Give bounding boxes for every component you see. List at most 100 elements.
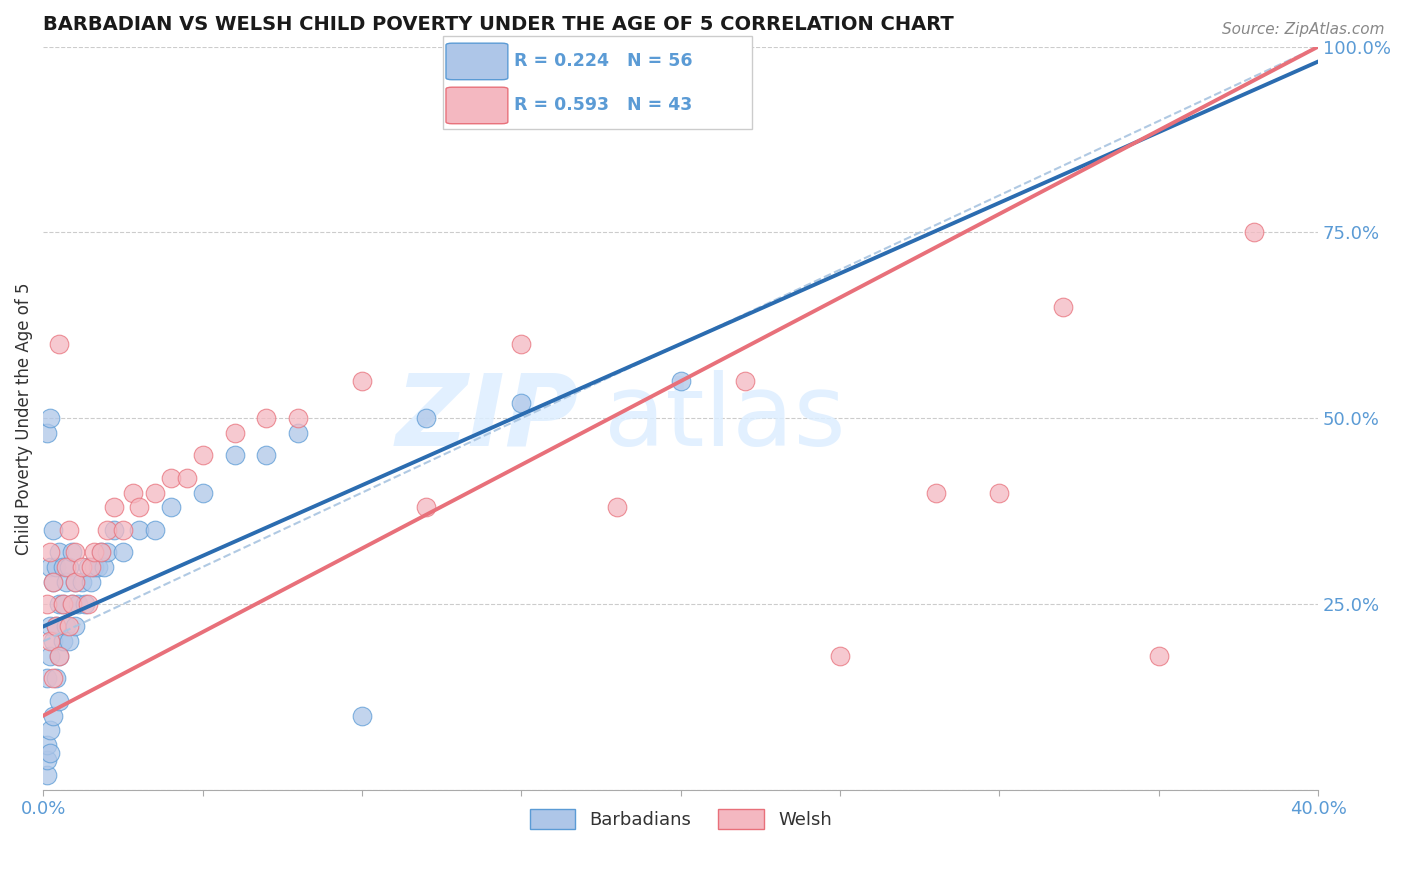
FancyBboxPatch shape	[443, 36, 752, 129]
Point	[73, 597, 96, 611]
Point	[45, 672, 67, 686]
Point	[1243, 226, 1265, 240]
Point	[48, 649, 70, 664]
Point	[51, 560, 73, 574]
Point	[51, 597, 73, 611]
Point	[35, 753, 58, 767]
Point	[83, 545, 105, 559]
Point	[96, 523, 118, 537]
Point	[60, 597, 83, 611]
Point	[160, 471, 183, 485]
Point	[256, 449, 278, 463]
Point	[35, 426, 58, 441]
Point	[1147, 649, 1170, 664]
Point	[55, 574, 77, 589]
Point	[35, 672, 58, 686]
Point	[77, 560, 100, 574]
Point	[65, 619, 87, 633]
Point	[60, 545, 83, 559]
Y-axis label: Child Poverty Under the Age of 5: Child Poverty Under the Age of 5	[15, 282, 32, 555]
Point	[121, 485, 143, 500]
Point	[80, 574, 103, 589]
Point	[48, 337, 70, 351]
Point	[510, 337, 533, 351]
Point	[988, 485, 1011, 500]
Legend: Barbadians, Welsh: Barbadians, Welsh	[523, 801, 839, 837]
Point	[35, 768, 58, 782]
Point	[51, 634, 73, 648]
Point	[93, 560, 115, 574]
FancyBboxPatch shape	[446, 43, 508, 79]
Point	[143, 523, 166, 537]
Point	[42, 574, 65, 589]
Point	[80, 560, 103, 574]
Point	[112, 545, 135, 559]
Point	[830, 649, 852, 664]
Point	[38, 560, 60, 574]
Point	[287, 411, 309, 425]
Point	[38, 411, 60, 425]
Point	[90, 545, 112, 559]
Point	[48, 545, 70, 559]
Point	[925, 485, 948, 500]
Point	[65, 574, 87, 589]
Point	[38, 634, 60, 648]
Point	[256, 411, 278, 425]
Point	[77, 597, 100, 611]
Point	[1052, 300, 1074, 314]
Point	[51, 597, 73, 611]
Point	[65, 545, 87, 559]
Point	[160, 500, 183, 515]
Point	[224, 426, 246, 441]
Point	[128, 523, 150, 537]
Point	[38, 746, 60, 760]
Point	[70, 574, 93, 589]
Point	[224, 449, 246, 463]
Point	[415, 411, 437, 425]
Point	[58, 634, 80, 648]
Point	[86, 560, 108, 574]
Point	[415, 500, 437, 515]
Point	[38, 723, 60, 738]
Point	[42, 634, 65, 648]
Point	[103, 500, 125, 515]
Point	[38, 545, 60, 559]
Text: BARBADIAN VS WELSH CHILD POVERTY UNDER THE AGE OF 5 CORRELATION CHART: BARBADIAN VS WELSH CHILD POVERTY UNDER T…	[44, 15, 955, 34]
Point	[103, 523, 125, 537]
Point	[70, 560, 93, 574]
Text: R = 0.224   N = 56: R = 0.224 N = 56	[515, 53, 693, 70]
Point	[48, 649, 70, 664]
Text: atlas: atlas	[605, 370, 846, 467]
Point	[96, 545, 118, 559]
Point	[58, 619, 80, 633]
Point	[191, 449, 214, 463]
Point	[669, 374, 692, 388]
Point	[352, 708, 374, 723]
Text: R = 0.593   N = 43: R = 0.593 N = 43	[515, 96, 692, 114]
Point	[83, 560, 105, 574]
Point	[55, 619, 77, 633]
Point	[45, 619, 67, 633]
Point	[606, 500, 628, 515]
Point	[60, 597, 83, 611]
Point	[112, 523, 135, 537]
Point	[90, 545, 112, 559]
Point	[42, 523, 65, 537]
Point	[35, 739, 58, 753]
Point	[128, 500, 150, 515]
Point	[191, 485, 214, 500]
Point	[176, 471, 198, 485]
Point	[48, 597, 70, 611]
Point	[67, 597, 90, 611]
Point	[287, 426, 309, 441]
Point	[48, 694, 70, 708]
Point	[58, 523, 80, 537]
Point	[42, 672, 65, 686]
Point	[65, 574, 87, 589]
Text: Source: ZipAtlas.com: Source: ZipAtlas.com	[1222, 22, 1385, 37]
Point	[510, 396, 533, 410]
Text: ZIP: ZIP	[396, 370, 579, 467]
Point	[38, 619, 60, 633]
Point	[35, 597, 58, 611]
Point	[143, 485, 166, 500]
